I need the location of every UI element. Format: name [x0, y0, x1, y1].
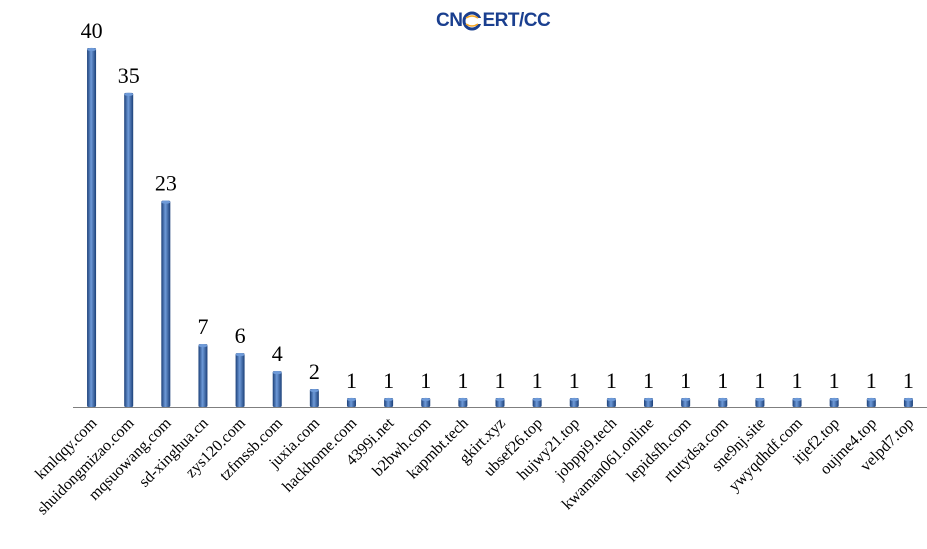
- globe-c-icon: [462, 11, 483, 31]
- value-label: 1: [606, 368, 617, 393]
- bar-cap: [792, 397, 802, 402]
- bar-cap: [458, 397, 468, 402]
- bar: [235, 353, 245, 407]
- bar-cap: [681, 397, 691, 402]
- category-labels-group: kmlqqy.comshuidongmizao.commqsuowang.com…: [32, 414, 917, 518]
- value-label: 1: [903, 368, 914, 393]
- bar-cap: [903, 397, 913, 402]
- value-label: 1: [643, 368, 654, 393]
- value-label: 1: [680, 368, 691, 393]
- bar-cap: [866, 397, 876, 402]
- bar: [124, 92, 134, 407]
- bar: [198, 344, 208, 407]
- bar-cap: [421, 397, 431, 402]
- bar-cap: [755, 397, 765, 402]
- value-label: 1: [532, 368, 543, 393]
- cncert-logo: CN ERT/CC: [436, 6, 551, 36]
- bar-cap: [384, 397, 394, 402]
- bar-cap: [87, 47, 97, 52]
- value-label: 1: [754, 368, 765, 393]
- value-label: 1: [495, 368, 506, 393]
- bar-cap: [161, 200, 171, 204]
- value-label: 1: [457, 368, 468, 393]
- bar-cap: [569, 397, 579, 402]
- value-label: 1: [717, 368, 728, 393]
- bar: [309, 389, 319, 407]
- value-label: 1: [866, 368, 877, 393]
- bar-cap: [346, 397, 356, 402]
- value-label: 40: [81, 18, 103, 43]
- value-label: 1: [383, 368, 394, 393]
- bars-group: [87, 47, 913, 407]
- bar: [87, 48, 97, 407]
- value-label: 4: [272, 341, 283, 366]
- value-label: 23: [155, 171, 177, 196]
- logo-suffix: ERT/CC: [482, 10, 551, 31]
- bar-cap: [644, 397, 654, 402]
- value-label: 2: [309, 359, 320, 384]
- bar-cap: [606, 397, 616, 402]
- value-label: 7: [197, 314, 208, 339]
- value-label: 1: [420, 368, 431, 393]
- value-label: 1: [569, 368, 580, 393]
- bar-cap: [532, 397, 542, 402]
- bar-cap: [718, 397, 728, 402]
- bar-cap: [309, 388, 319, 393]
- bar-cap: [495, 397, 505, 402]
- bar: [272, 371, 282, 407]
- value-label: 6: [235, 323, 246, 348]
- bar-cap: [272, 371, 282, 375]
- bar-cap: [235, 353, 245, 357]
- logo-prefix: CN: [436, 10, 463, 31]
- value-labels-group: 40 35 23 7 6 4 2 1 1 1 1 1 1 1 1 1 1 1 1 1 1 1 1: [81, 18, 914, 393]
- bar-cap: [829, 397, 839, 402]
- value-label: 1: [829, 368, 840, 393]
- bar-cap: [124, 92, 134, 96]
- bar-cap: [198, 344, 208, 348]
- value-label: 1: [346, 368, 357, 393]
- value-label: 1: [792, 368, 803, 393]
- value-label: 35: [118, 63, 140, 88]
- bar: [161, 200, 171, 407]
